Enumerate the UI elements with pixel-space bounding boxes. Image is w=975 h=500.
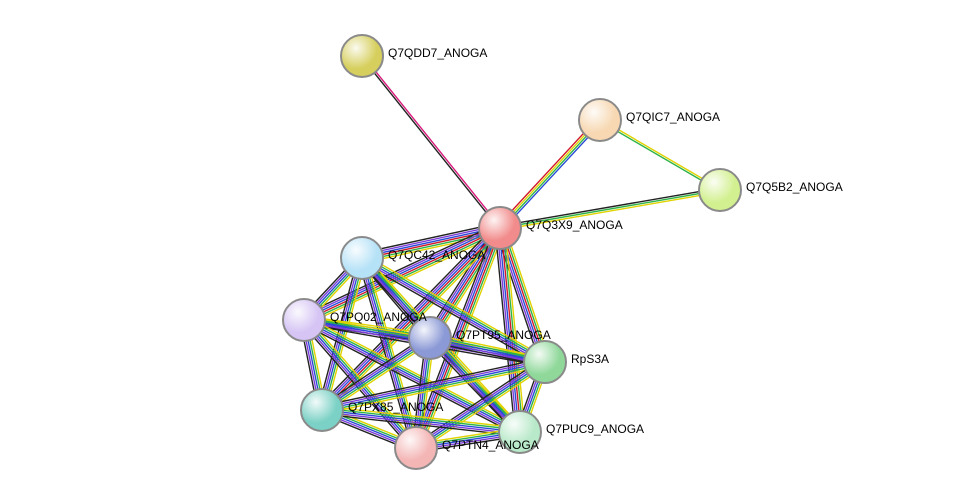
edge — [500, 190, 720, 228]
node-highlight — [580, 100, 620, 140]
node-highlight — [525, 342, 565, 382]
node-highlight — [342, 238, 382, 278]
node-Q7PT95[interactable] — [408, 316, 452, 360]
edges-layer — [0, 0, 975, 500]
edge — [500, 192, 720, 230]
node-Q7QC42[interactable] — [340, 236, 384, 280]
node-Q7QDD7[interactable] — [340, 34, 384, 78]
node-Q7PTN4[interactable] — [394, 426, 438, 470]
node-highlight — [410, 318, 450, 358]
node-RpS3A[interactable] — [523, 340, 567, 384]
node-highlight — [700, 170, 740, 210]
edge — [361, 57, 499, 229]
node-Q7PQ02[interactable] — [282, 298, 326, 342]
edge — [363, 55, 501, 227]
node-Q7QIC7[interactable] — [578, 98, 622, 142]
node-highlight — [500, 412, 540, 452]
node-Q7PUC9[interactable] — [498, 410, 542, 454]
node-Q7Q3X9[interactable] — [478, 206, 522, 250]
node-highlight — [396, 428, 436, 468]
node-highlight — [284, 300, 324, 340]
network-diagram: Q7QDD7_ANOGAQ7QIC7_ANOGAQ7Q5B2_ANOGAQ7Q3… — [0, 0, 975, 500]
node-highlight — [302, 390, 342, 430]
node-Q7Q5B2[interactable] — [698, 168, 742, 212]
node-Q7PX85[interactable] — [300, 388, 344, 432]
node-highlight — [480, 208, 520, 248]
node-highlight — [342, 36, 382, 76]
